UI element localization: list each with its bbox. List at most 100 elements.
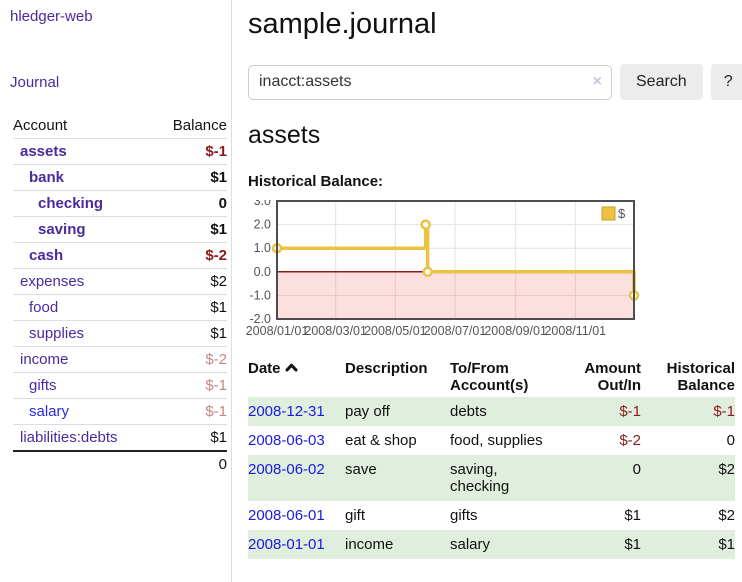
account-row: gifts $-1 — [13, 373, 227, 399]
search-input[interactable] — [248, 64, 612, 100]
register-body: 2008-12-31 pay off debts $-1 $-1 2008-06-03 ea… — [248, 397, 735, 559]
account-row: checking 0 — [13, 191, 227, 217]
account-balance: $1 — [210, 429, 227, 446]
svg-text:3.0: 3.0 — [254, 200, 271, 208]
account-balance: $1 — [210, 221, 227, 238]
account-link[interactable]: food — [29, 299, 59, 316]
account-link[interactable]: cash — [29, 247, 64, 264]
transaction-accounts: debts — [450, 403, 487, 420]
account-link[interactable]: gifts — [29, 377, 57, 394]
col-tofrom-accounts: To/From Account(s) — [450, 360, 529, 394]
account-balance: 0 — [218, 195, 227, 212]
chart-title: Historical Balance: — [248, 173, 384, 190]
transaction-row: 2008-12-31 pay off debts $-1 $-1 — [248, 397, 735, 426]
account-row: expenses $2 — [13, 269, 227, 295]
account-row: salary $-1 — [13, 399, 227, 425]
transaction-row: 2008-01-01 income salary $1 $1 — [248, 530, 735, 559]
svg-text:2008/03/01: 2008/03/01 — [304, 324, 367, 338]
svg-text:0.0: 0.0 — [254, 265, 271, 279]
account-balance: $-1 — [205, 377, 227, 394]
search-button[interactable]: Search — [620, 64, 703, 100]
account-row: liabilities:debts $1 — [13, 425, 227, 451]
register-header-row: Date Description To/From Account(s) Amou… — [248, 355, 735, 397]
account-balance: $-1 — [205, 143, 227, 160]
svg-text:1.0: 1.0 — [254, 241, 271, 255]
transaction-balance: $1 — [718, 536, 735, 553]
accounts-table: Account Balance assets $-1 bank $1 checking 0… — [13, 113, 227, 477]
svg-text:$: $ — [618, 206, 626, 221]
transaction-description: pay off — [345, 403, 390, 420]
transaction-balance: $-1 — [713, 403, 735, 420]
col-historical-balance: Historical Balance — [666, 360, 735, 394]
accounts-total-value: 0 — [218, 456, 227, 473]
transaction-description: save — [345, 461, 377, 478]
accounts-col-balance: Balance — [172, 117, 227, 134]
svg-text:2008/07/01: 2008/07/01 — [424, 324, 487, 338]
transaction-date-link[interactable]: 2008-06-03 — [248, 432, 325, 449]
help-button[interactable]: ? — [710, 64, 742, 100]
search-input-wrap: × — [248, 64, 612, 100]
svg-text:-2.0: -2.0 — [249, 312, 271, 326]
transaction-balance: $2 — [718, 507, 735, 524]
svg-text:2008/11/01: 2008/11/01 — [544, 324, 606, 338]
sort-asc-icon — [285, 360, 298, 377]
account-row: supplies $1 — [13, 321, 227, 347]
account-row: income $-2 — [13, 347, 227, 373]
sidebar: hledger-web Journal Account Balance asse… — [0, 0, 232, 582]
account-balance: $1 — [210, 325, 227, 342]
account-row: saving $1 — [13, 217, 227, 243]
brand-link[interactable]: hledger-web — [10, 8, 93, 25]
transaction-date-link[interactable]: 2008-01-01 — [248, 536, 325, 553]
account-link[interactable]: supplies — [29, 325, 85, 342]
register-table: Date Description To/From Account(s) Amou… — [248, 355, 735, 559]
svg-text:2008/01/01: 2008/01/01 — [246, 324, 309, 338]
transaction-amount: $1 — [624, 536, 641, 553]
col-description: Description — [345, 360, 428, 377]
search-form: × Search ? — [248, 64, 742, 100]
svg-text:2008/05/01: 2008/05/01 — [364, 324, 427, 338]
transaction-balance: 0 — [726, 432, 735, 449]
account-row: assets $-1 — [13, 139, 227, 165]
account-balance: $1 — [210, 169, 227, 186]
account-link[interactable]: saving — [38, 221, 86, 238]
transaction-row: 2008-06-02 save saving, checking 0 $2 — [248, 455, 735, 501]
account-link[interactable]: assets — [20, 143, 67, 160]
accounts-body: assets $-1 bank $1 checking 0 saving $1 cash $-2 e… — [13, 139, 227, 451]
main-content: sample.journal × Search ? assets Histori… — [246, 0, 742, 559]
accounts-col-account: Account — [13, 117, 68, 134]
transaction-balance: $2 — [718, 461, 735, 478]
svg-text:-1.0: -1.0 — [249, 288, 271, 302]
transaction-date-link[interactable]: 2008-06-02 — [248, 461, 325, 478]
transaction-amount: 0 — [632, 461, 641, 478]
account-balance: $-2 — [205, 351, 227, 368]
sidebar-item-journal[interactable]: Journal — [10, 74, 60, 91]
transaction-accounts: saving, checking — [450, 461, 510, 495]
svg-text:2.0: 2.0 — [254, 218, 271, 232]
account-row: cash $-2 — [13, 243, 227, 269]
account-link[interactable]: checking — [38, 195, 104, 212]
transaction-amount: $-1 — [619, 403, 641, 420]
transaction-accounts: gifts — [450, 507, 478, 524]
svg-text:2008/09/01: 2008/09/01 — [484, 324, 547, 338]
accounts-total-row: 0 — [13, 451, 227, 477]
transaction-amount: $-2 — [619, 432, 641, 449]
accounts-header-row: Account Balance — [13, 113, 227, 139]
account-link[interactable]: liabilities:debts — [20, 429, 118, 446]
account-link[interactable]: income — [20, 351, 69, 368]
clear-search-icon[interactable]: × — [592, 72, 602, 90]
account-balance: $1 — [210, 299, 227, 316]
account-link[interactable]: expenses — [20, 273, 85, 290]
account-balance: $-1 — [205, 403, 227, 420]
account-link[interactable]: salary — [29, 403, 70, 420]
transaction-description: eat & shop — [345, 432, 417, 449]
transaction-row: 2008-06-03 eat & shop food, supplies $-2 0 — [248, 426, 735, 455]
account-link[interactable]: bank — [29, 169, 65, 186]
account-heading: assets — [248, 121, 321, 149]
transaction-date-link[interactable]: 2008-06-01 — [248, 507, 325, 524]
col-date[interactable]: Date — [248, 355, 345, 397]
transaction-date-link[interactable]: 2008-12-31 — [248, 403, 325, 420]
col-amount-outin: Amount Out/In — [584, 360, 641, 394]
transaction-accounts: food, supplies — [450, 432, 543, 449]
account-balance: $-2 — [205, 247, 227, 264]
transaction-description: gift — [345, 507, 366, 524]
